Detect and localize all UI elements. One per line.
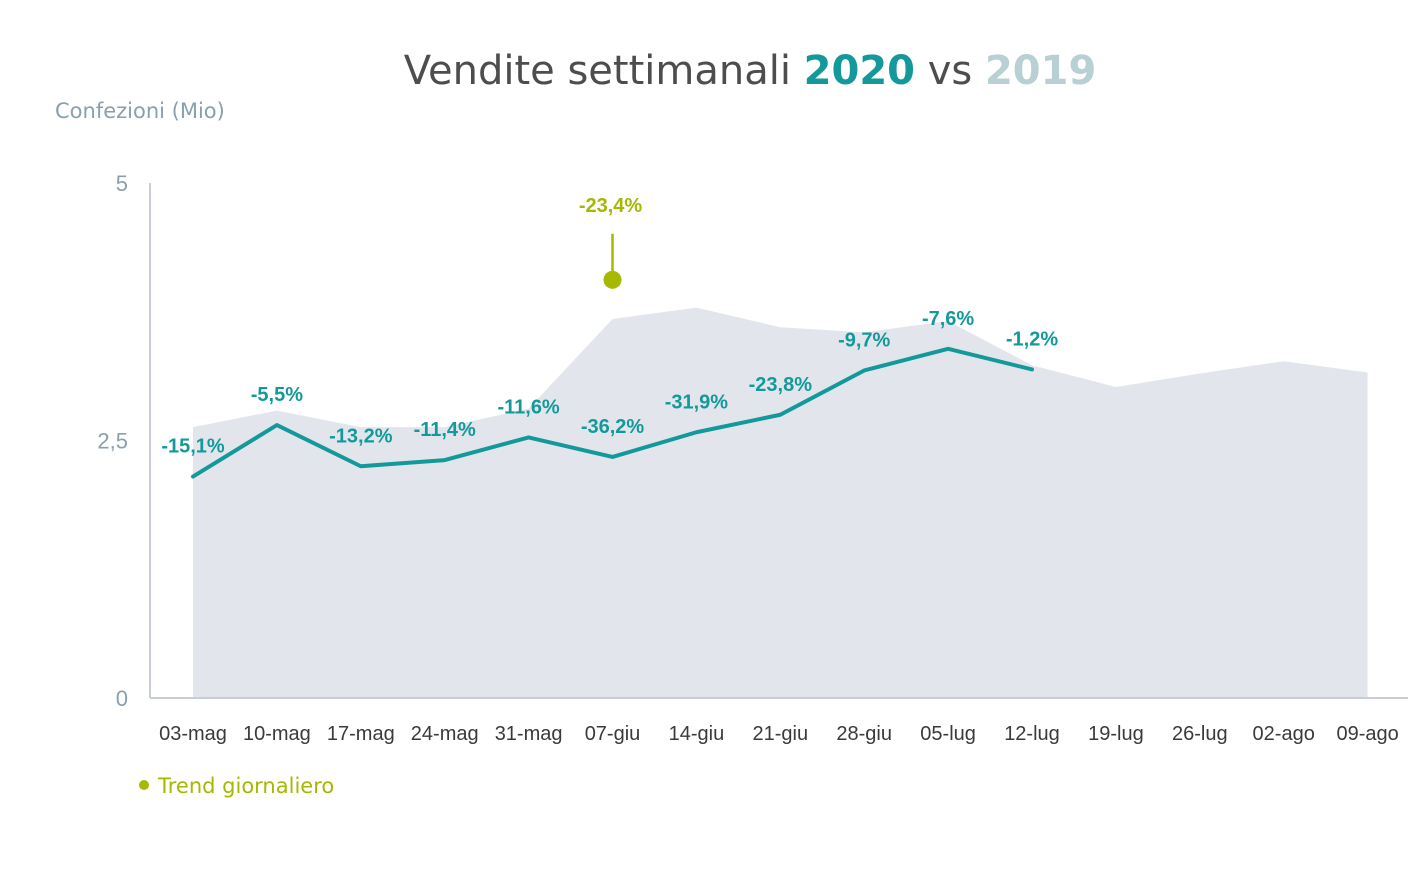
chart-title-part1: Vendite settimanali [404, 48, 804, 94]
y-axis-title: Confezioni (Mio) [55, 99, 225, 123]
data-label-2020: -9,7% [838, 329, 890, 351]
x-tick-label: 10-mag [243, 723, 311, 745]
data-label-2020: -15,1% [161, 436, 225, 458]
data-label-2020: -23,8% [749, 374, 813, 396]
data-label-2020: -5,5% [251, 384, 303, 406]
plot-area: 0 2,5 5 03-mag 10-mag 17-mag 24-mag 31-mag 07-gi… [97, 171, 1408, 745]
data-label-2020: -1,2% [1006, 328, 1058, 350]
trend-annotation-label: -23,4% [579, 195, 643, 217]
x-tick-label: 12-lug [1004, 723, 1060, 745]
x-tick-label: 19-lug [1088, 723, 1144, 745]
trend-annotation-point [603, 270, 622, 289]
legend: Trend giornaliero [139, 774, 334, 798]
chart-title-year-2020: 2020 [804, 48, 915, 94]
chart-title-vs: vs [915, 48, 985, 94]
x-tick-label: 31-mag [495, 723, 563, 745]
data-label-2020: -7,6% [922, 308, 974, 330]
x-tick-label: 02-ago [1253, 723, 1315, 745]
legend-label: Trend giornaliero [157, 774, 334, 798]
chart-title-year-2019: 2019 [985, 48, 1096, 94]
data-label-2020: -13,2% [329, 425, 393, 447]
x-tick-label: 05-lug [920, 723, 976, 745]
x-tick-label: 28-giu [836, 723, 892, 745]
data-label-2020: -11,6% [497, 396, 559, 418]
x-tick-label: 26-lug [1172, 723, 1228, 745]
legend-marker [139, 780, 149, 790]
y-tick-label: 0 [116, 686, 128, 711]
chart-title: Vendite settimanali 2020 vs 2019 [404, 48, 1097, 94]
y-tick-label: 2,5 [97, 429, 128, 454]
data-label-2020: -11,4% [414, 419, 476, 441]
data-label-2020: -31,9% [665, 391, 729, 413]
x-tick-label: 09-ago [1336, 723, 1398, 745]
x-tick-label: 21-giu [752, 723, 808, 745]
x-tick-label: 17-mag [327, 723, 395, 745]
y-tick-label: 5 [116, 171, 128, 196]
series-2019-area [193, 307, 1368, 698]
data-label-2020: -36,2% [581, 416, 645, 438]
series-2020-line [191, 346, 1034, 479]
x-tick-label: 03-mag [159, 723, 227, 745]
x-tick-label: 07-giu [585, 723, 641, 745]
x-tick-label: 24-mag [411, 723, 479, 745]
x-tick-label: 14-giu [669, 723, 725, 745]
